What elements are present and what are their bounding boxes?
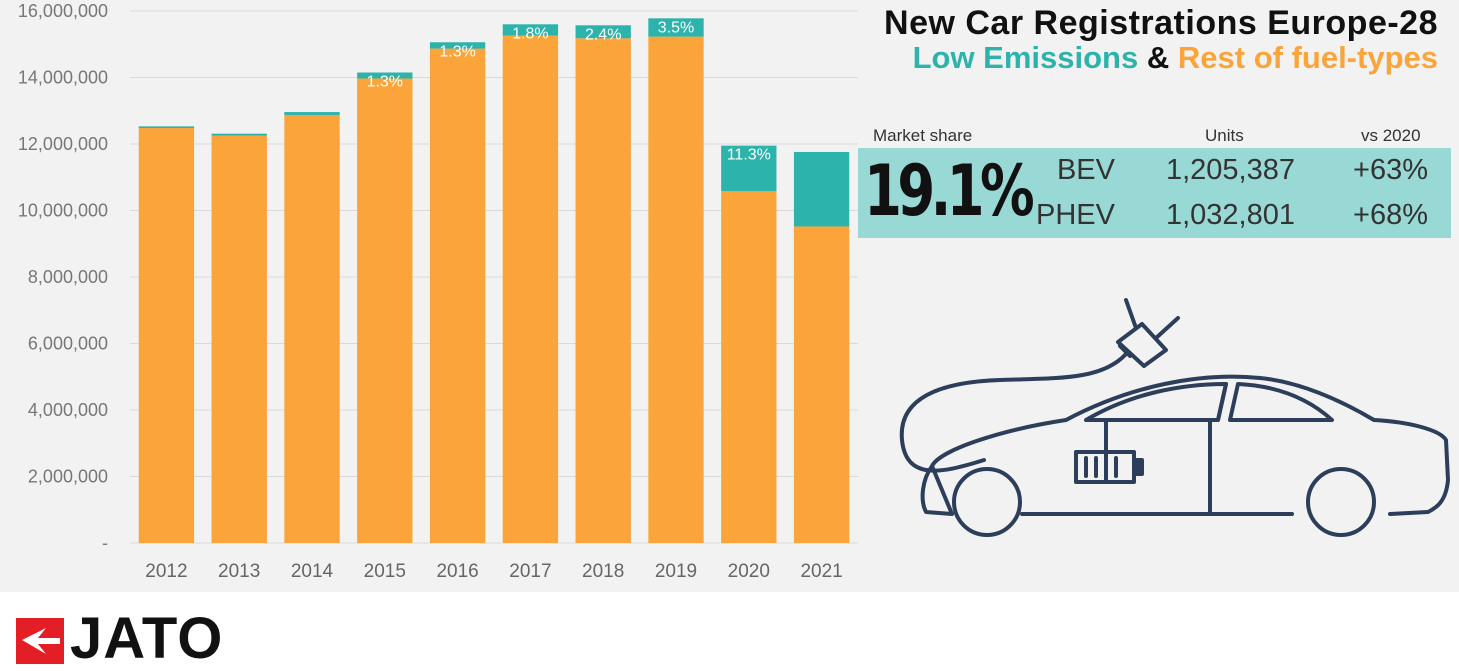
bar-low-emissions — [502, 24, 559, 36]
row-phev-units: 1,032,801 — [1165, 199, 1295, 231]
market-share-value: 19.1% — [864, 150, 1035, 232]
bar-data-label: 1.3% — [439, 43, 475, 60]
bar-data-label: 3.5% — [658, 19, 694, 36]
chart-title-block: New Car Registrations Europe-28 Low Emis… — [884, 6, 1438, 73]
bar-rest-fuel-types — [211, 135, 267, 543]
bar-low-emissions — [575, 25, 631, 39]
header-market-share: Market share — [873, 126, 973, 145]
y-tick-label: 8,000,000 — [28, 267, 108, 287]
x-tick-label: 2019 — [655, 561, 697, 582]
y-tick-label: 16,000,000 — [18, 1, 108, 21]
y-tick-label: 10,000,000 — [18, 201, 108, 221]
x-tick-label: 2015 — [364, 561, 406, 582]
y-tick-label: 6,000,000 — [28, 334, 108, 354]
subtitle-low-emissions: Low Emissions — [912, 40, 1139, 75]
bar-low-emissions — [284, 112, 340, 116]
x-tick-label: 2013 — [218, 561, 260, 582]
bar-rest-fuel-types — [793, 226, 850, 543]
y-tick-label: - — [102, 533, 108, 553]
bar-low-emissions — [793, 151, 850, 227]
row-bev-change: +63% — [1353, 154, 1428, 186]
subtitle-ampersand: & — [1146, 40, 1170, 75]
bar-rest-fuel-types — [721, 191, 777, 543]
bar-rest-fuel-types — [429, 48, 486, 543]
bar-rest-fuel-types — [575, 38, 631, 543]
bar-data-label: 1.3% — [367, 74, 403, 91]
chart-title: New Car Registrations Europe-28 — [884, 4, 1438, 42]
x-tick-label: 2016 — [436, 561, 478, 582]
row-bev-type: BEV — [1056, 154, 1115, 186]
jato-logo-text: JATO — [70, 606, 224, 671]
bar-chart: - 2,000,000 4,000,000 6,000,000 8,000,000 10,… — [18, 1, 858, 582]
bar-rest-fuel-types — [502, 35, 559, 543]
bar-rest-fuel-types — [357, 78, 413, 543]
y-tick-label: 12,000,000 — [18, 134, 108, 154]
bar-rest-fuel-types — [138, 128, 195, 544]
header-units: Units — [1205, 126, 1244, 145]
x-tick-label: 2018 — [582, 561, 624, 582]
row-bev-units: 1,205,387 — [1165, 154, 1295, 186]
x-tick-label: 2020 — [728, 561, 770, 582]
electric-car-plug-icon — [899, 298, 1450, 537]
bar-low-emissions — [211, 133, 267, 136]
bar-data-label: 1.8% — [512, 25, 548, 42]
x-tick-label: 2012 — [145, 561, 187, 582]
x-tick-label: 2021 — [800, 561, 842, 582]
row-phev-change: +68% — [1353, 199, 1428, 231]
y-tick-label: 14,000,000 — [18, 68, 108, 88]
bar-rest-fuel-types — [284, 115, 340, 543]
header-vs-2020: vs 2020 — [1361, 126, 1421, 145]
bar-data-label: 11.3% — [727, 147, 771, 164]
chart-subtitle: Low Emissions & Rest of fuel-types — [884, 42, 1438, 73]
subtitle-rest-fuel: Rest of fuel-types — [1177, 40, 1438, 75]
bar-low-emissions — [357, 72, 413, 79]
x-tick-label: 2014 — [291, 561, 334, 582]
bar-data-label: 2.4% — [585, 26, 621, 43]
bar-low-emissions — [138, 126, 195, 129]
jato-logo-mark — [16, 618, 64, 664]
row-phev-type: PHEV — [1036, 199, 1115, 231]
bar-rest-fuel-types — [648, 36, 704, 543]
market-share-box — [858, 148, 1451, 238]
x-tick-label: 2017 — [509, 561, 551, 582]
bar-low-emissions — [648, 18, 704, 37]
bar-low-emissions — [721, 145, 777, 192]
y-tick-label: 4,000,000 — [28, 400, 108, 420]
y-tick-label: 2,000,000 — [28, 467, 108, 487]
bar-low-emissions — [429, 42, 486, 49]
